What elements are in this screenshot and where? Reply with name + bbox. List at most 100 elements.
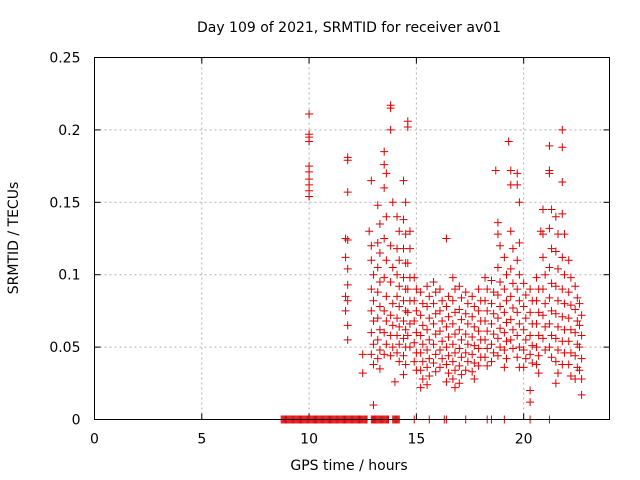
data-point bbox=[367, 176, 376, 185]
data-point bbox=[487, 299, 496, 308]
data-point bbox=[390, 377, 399, 386]
data-point bbox=[405, 343, 414, 352]
data-point bbox=[521, 354, 530, 363]
data-point bbox=[463, 299, 472, 308]
data-point bbox=[566, 348, 575, 357]
data-point bbox=[451, 383, 459, 392]
data-point bbox=[455, 325, 464, 334]
data-point bbox=[551, 357, 560, 366]
data-point bbox=[442, 360, 451, 369]
data-point bbox=[423, 380, 432, 389]
data-point bbox=[380, 183, 389, 192]
data-point bbox=[560, 270, 569, 279]
data-point bbox=[375, 248, 384, 257]
data-point bbox=[547, 205, 556, 214]
data-point bbox=[410, 357, 419, 366]
data-point bbox=[399, 317, 408, 326]
data-point bbox=[448, 374, 457, 383]
data-point bbox=[395, 357, 404, 366]
data-point bbox=[573, 317, 582, 326]
x-tick-label: 20 bbox=[515, 432, 533, 448]
data-point bbox=[388, 343, 397, 352]
data-point bbox=[483, 344, 492, 353]
data-point bbox=[508, 304, 517, 313]
data-point bbox=[474, 285, 483, 294]
data-point bbox=[395, 227, 404, 236]
data-point bbox=[461, 348, 470, 357]
data-point bbox=[457, 293, 466, 302]
data-point bbox=[343, 264, 352, 273]
data-point bbox=[483, 361, 492, 370]
data-point bbox=[444, 351, 453, 360]
data-point bbox=[412, 285, 421, 294]
x-tick-label: 10 bbox=[300, 432, 318, 448]
data-point bbox=[429, 340, 438, 349]
data-point bbox=[373, 354, 382, 363]
data-point bbox=[416, 288, 425, 297]
data-point bbox=[551, 334, 560, 343]
data-point bbox=[435, 363, 444, 372]
data-point bbox=[571, 328, 580, 337]
data-point bbox=[435, 345, 444, 354]
data-point bbox=[343, 156, 352, 165]
data-point bbox=[425, 314, 434, 323]
data-point bbox=[305, 137, 314, 146]
data-point bbox=[461, 330, 470, 339]
data-point bbox=[521, 290, 530, 299]
data-point bbox=[375, 345, 384, 354]
data-point bbox=[545, 141, 554, 150]
data-point bbox=[455, 379, 464, 388]
data-point bbox=[502, 318, 511, 327]
data-point bbox=[571, 351, 580, 360]
data-point bbox=[508, 279, 517, 288]
data-point bbox=[519, 345, 528, 354]
data-point bbox=[541, 270, 550, 279]
data-point bbox=[558, 125, 567, 134]
data-point bbox=[416, 366, 425, 375]
data-point bbox=[382, 317, 391, 326]
data-point bbox=[375, 220, 384, 229]
data-point bbox=[547, 244, 556, 253]
data-point bbox=[386, 104, 395, 113]
data-point bbox=[558, 143, 567, 152]
data-point bbox=[380, 273, 389, 282]
data-point bbox=[551, 379, 560, 388]
data-point bbox=[418, 340, 427, 349]
data-point bbox=[358, 350, 367, 359]
data-point bbox=[545, 293, 554, 302]
data-point bbox=[551, 282, 560, 291]
data-point bbox=[500, 345, 509, 354]
data-point bbox=[513, 353, 522, 362]
data-point bbox=[341, 234, 350, 243]
data-point bbox=[463, 340, 472, 349]
data-point bbox=[382, 212, 391, 221]
data-point bbox=[496, 277, 505, 286]
data-point bbox=[388, 198, 397, 207]
data-point bbox=[369, 360, 378, 369]
data-point bbox=[558, 253, 567, 262]
data-point bbox=[515, 238, 524, 247]
data-point bbox=[386, 277, 395, 286]
data-point bbox=[566, 325, 575, 334]
data-point bbox=[532, 273, 541, 282]
data-point bbox=[468, 312, 477, 321]
data-point bbox=[470, 302, 479, 311]
data-point bbox=[496, 302, 505, 311]
data-point bbox=[519, 363, 528, 372]
data-point bbox=[528, 359, 537, 368]
data-point bbox=[403, 308, 412, 317]
data-point bbox=[435, 306, 444, 315]
data-point bbox=[545, 343, 554, 352]
data-point bbox=[500, 285, 509, 294]
y-tick-label: 0 bbox=[72, 413, 81, 429]
data-point bbox=[558, 285, 567, 294]
data-point bbox=[489, 348, 498, 357]
data-point bbox=[395, 256, 404, 265]
data-point bbox=[405, 227, 414, 236]
data-point bbox=[403, 331, 412, 340]
data-point bbox=[470, 359, 479, 368]
data-point bbox=[551, 309, 560, 318]
data-point bbox=[577, 311, 586, 320]
data-point bbox=[444, 369, 453, 378]
